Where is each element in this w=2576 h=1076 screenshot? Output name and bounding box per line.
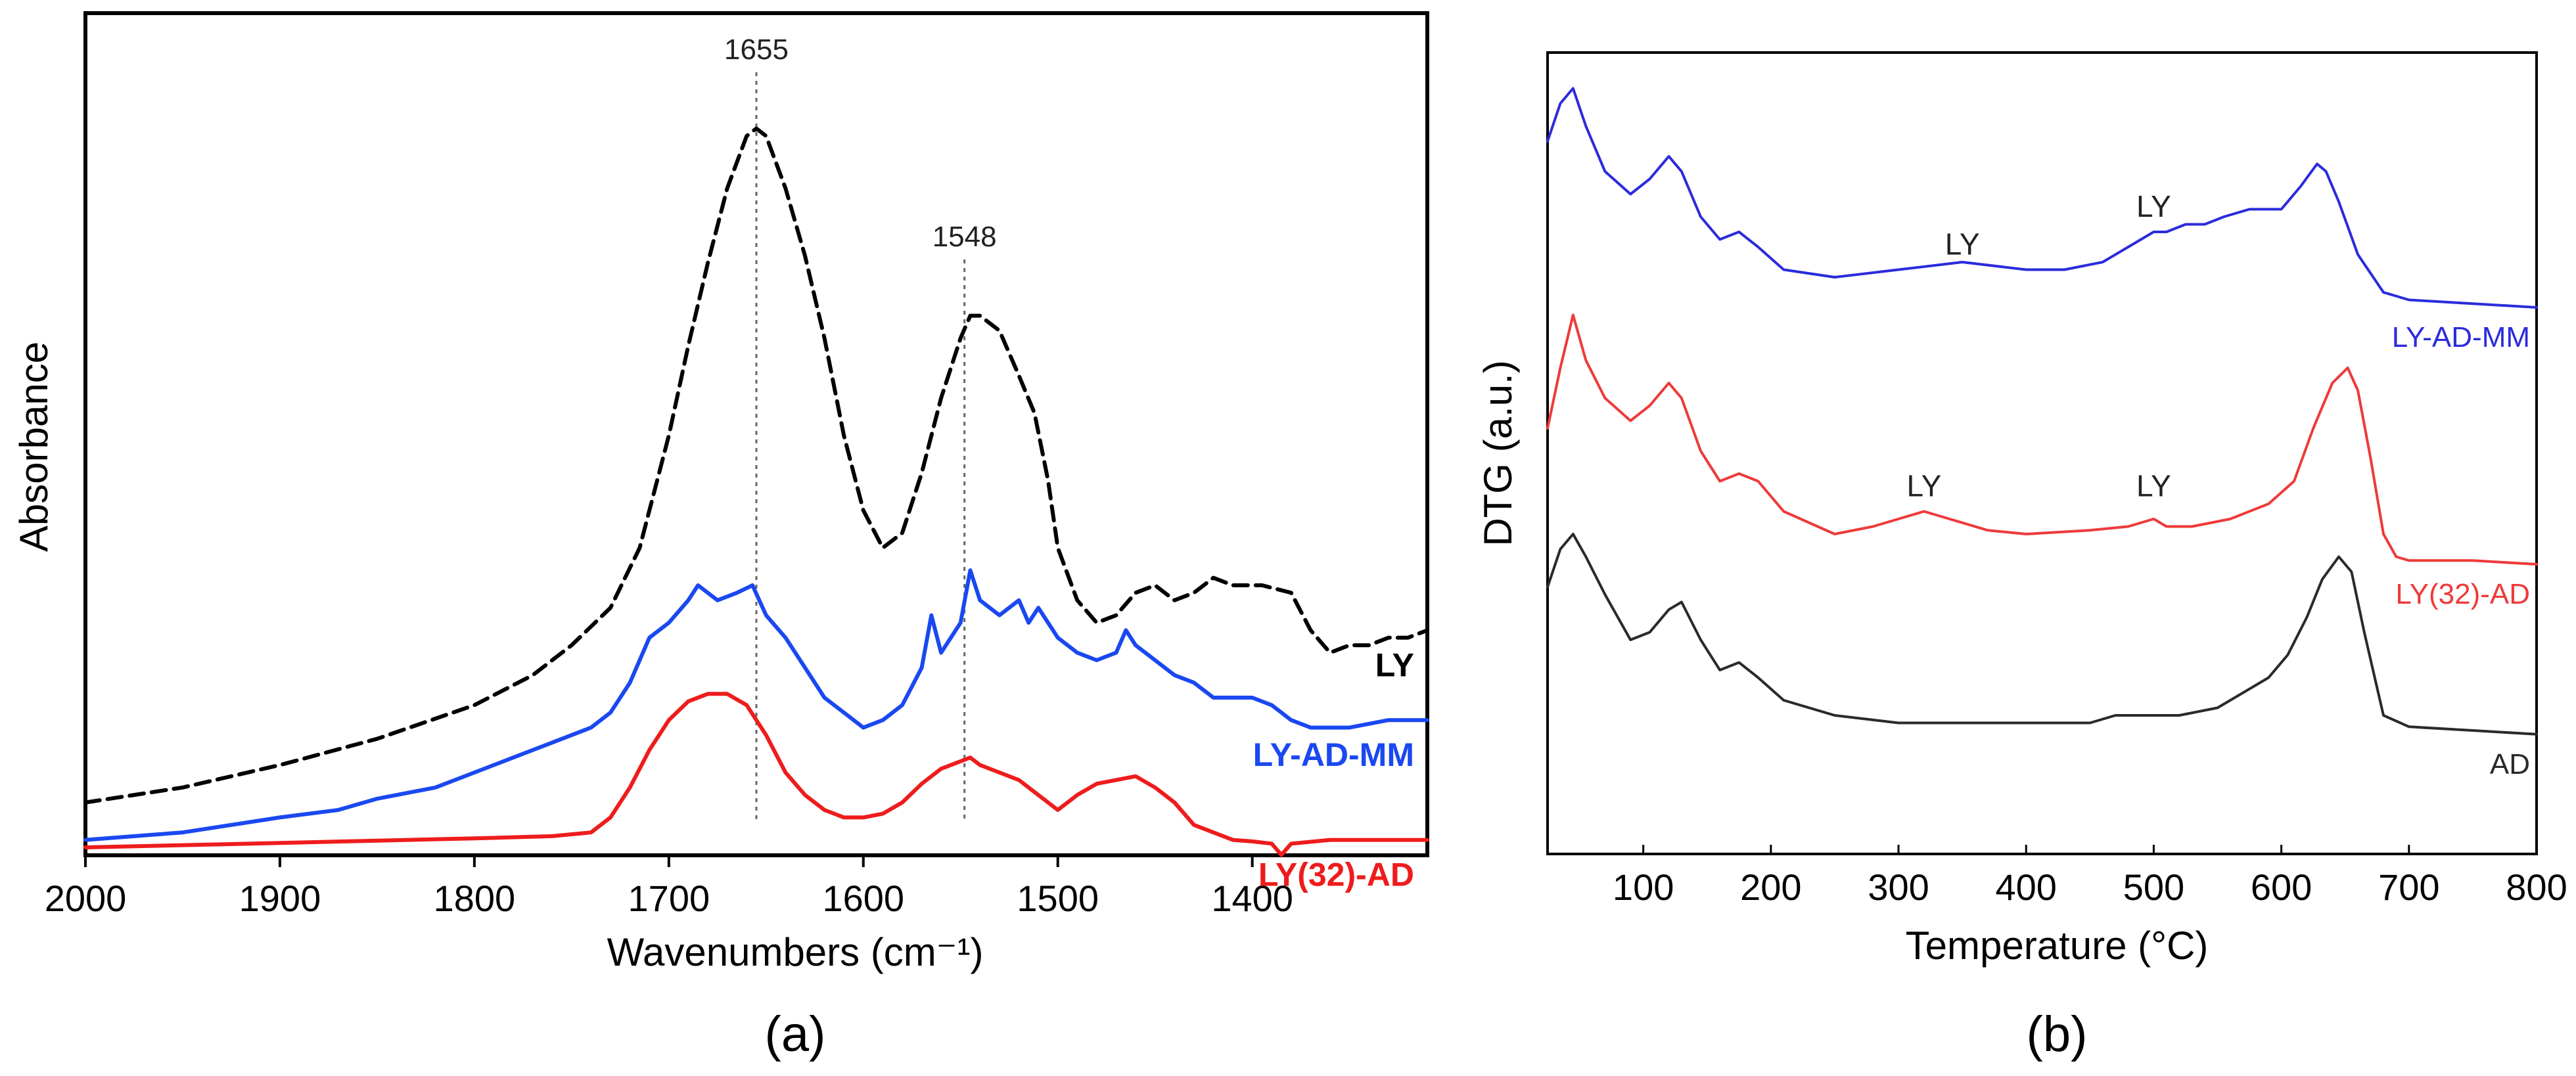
series-label-ly-32-ad: LY(32)-AD [1258, 857, 1414, 893]
series-group-a [83, 126, 1429, 857]
x-tick-label-dtg-200: 200 [1740, 866, 1801, 908]
series-label-ly-32-ad-dtg: LY(32)-AD [2395, 578, 2530, 610]
plot-frame-b [1546, 51, 2538, 855]
y-axis-title-a: Absorbance [12, 342, 56, 552]
peak-label-1548: 1548 [932, 221, 997, 253]
series-label-ly: LY [1375, 646, 1414, 683]
series-label-ad-dtg: AD [2490, 748, 2530, 780]
x-tick-label-1500: 1500 [1017, 878, 1099, 919]
x-axis-title-a: Wavenumbers (cm⁻¹) [607, 930, 984, 974]
x-axis-title-b: Temperature (°C) [1906, 924, 2209, 968]
series-line-ly-32-ad [83, 692, 1429, 857]
panel-label-a: (a) [765, 1006, 826, 1062]
x-tick-label-1800: 1800 [434, 878, 516, 919]
series-label-ly-ad-mm-dtg: LY-AD-MM [2392, 321, 2530, 353]
peak-annotation-ly-2: LY [1906, 469, 1941, 503]
x-tick-label-dtg-600: 600 [2251, 866, 2312, 908]
x-tick-label-dtg-700: 700 [2378, 866, 2439, 908]
panel-label-b: (b) [2027, 1006, 2088, 1062]
x-tick-group-b: 100 200 300 400 500 600 700 800 [1613, 845, 2567, 908]
x-tick-label-dtg-800: 800 [2506, 866, 2567, 908]
peak-annotation-ly-0: LY [1945, 227, 1980, 261]
x-tick-label-2000: 2000 [45, 878, 127, 919]
x-tick-label-1400: 1400 [1211, 878, 1293, 919]
x-tick-label-dtg-500: 500 [2123, 866, 2184, 908]
x-tick-label-1600: 1600 [822, 878, 904, 919]
x-tick-label-dtg-400: 400 [1996, 866, 2057, 908]
series-line-ly-32-ad-dtg [1546, 313, 2538, 566]
peak-annotation-ly-3: LY [2136, 469, 2171, 503]
series-line-ly-ad-mm [83, 568, 1429, 842]
series-label-group-a: LY LY-AD-MM LY(32)-AD [1253, 646, 1414, 893]
series-label-ly-ad-mm: LY-AD-MM [1253, 736, 1414, 773]
x-tick-label-dtg-100: 100 [1613, 866, 1674, 908]
x-tick-label-1900: 1900 [239, 878, 321, 919]
x-tick-label-1700: 1700 [628, 878, 710, 919]
series-line-ly [83, 126, 1429, 805]
peak-marker-group: 1655 1548 [724, 34, 997, 821]
x-tick-label-dtg-300: 300 [1868, 866, 1929, 908]
peak-label-1655: 1655 [724, 34, 789, 66]
series-label-group-b: LY-AD-MM LY(32)-AD AD [2392, 321, 2530, 780]
panel-a-ftir-chart: 1655 1548 2000 1900 1800 1700 1600 1500 1400 LY… [12, 11, 1429, 1062]
annotation-group-b: LY LY LY LY [1906, 189, 2171, 503]
series-line-ly-ad-mm-dtg [1546, 87, 2538, 309]
panel-b-dtg-chart: LY LY LY LY 100 200 300 400 500 600 700 800 LY-AD-… [1476, 51, 2567, 1062]
series-group-b [1546, 87, 2538, 736]
series-line-ad-dtg [1546, 533, 2538, 736]
y-axis-title-b: DTG (a.u.) [1476, 360, 1520, 546]
x-tick-group-a: 2000 1900 1800 1700 1600 1500 1400 [45, 855, 1293, 919]
plot-frame-a [83, 11, 1429, 857]
peak-annotation-ly-1: LY [2136, 189, 2171, 223]
